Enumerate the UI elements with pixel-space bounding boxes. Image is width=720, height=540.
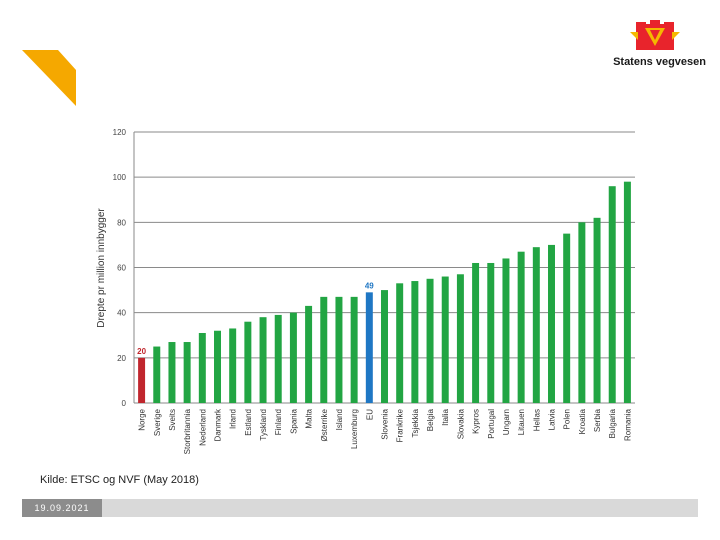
x-tick-label: Kypros: [472, 409, 481, 434]
x-tick-label: Irland: [229, 409, 238, 429]
y-tick-label: 100: [113, 173, 127, 182]
x-tick-label: Danmark: [214, 408, 223, 441]
x-tick-label: Malta: [305, 408, 314, 428]
decorative-corner-shape: [22, 50, 76, 106]
y-tick-label: 120: [113, 128, 127, 137]
bar-kroatia: [578, 222, 586, 403]
bar-norge: [138, 357, 146, 403]
y-tick-label: 20: [117, 354, 126, 363]
x-tick-label: Slovakia: [456, 408, 465, 439]
bar-ungarn: [502, 258, 510, 403]
x-tick-label: Østerrike: [320, 408, 329, 441]
x-tick-label: Slovenia: [381, 408, 390, 439]
x-tick-label: Finland: [274, 409, 283, 435]
y-tick-label: 0: [122, 399, 127, 408]
road-authority-emblem-icon: [630, 20, 680, 50]
x-tick-label: EU: [365, 409, 374, 420]
bar-spania: [289, 312, 297, 403]
data-label: 49: [365, 281, 374, 290]
bar-romania: [623, 181, 631, 403]
x-tick-label: Frankrike: [396, 408, 405, 442]
bar-malta: [305, 305, 313, 403]
x-tick-label: Belgia: [426, 408, 435, 431]
bar-frankrike: [396, 283, 404, 403]
bar-hellas: [532, 247, 540, 403]
bar-sverige: [153, 346, 161, 403]
x-tick-label: Latvia: [548, 408, 557, 430]
x-tick-label: Hellas: [532, 409, 541, 431]
statens-vegvesen-logo: Statens vegvesen: [606, 18, 706, 70]
y-axis-title: Drepte pr million innbygger: [96, 208, 107, 328]
bar-litauen: [517, 251, 525, 403]
y-tick-label: 80: [117, 218, 126, 227]
x-tick-label: Tsjekkia: [411, 408, 420, 437]
bar-irland: [229, 328, 237, 403]
x-tick-label: Serbia: [593, 408, 602, 432]
source-note: Kilde: ETSC og NVF (May 2018): [40, 474, 199, 486]
x-tick-label: Tyskland: [259, 409, 268, 441]
logo-wordmark: Statens vegvesen: [613, 56, 706, 68]
bar-luxemburg: [350, 296, 358, 403]
bar-slovenia: [381, 290, 388, 403]
x-tick-label: Italia: [441, 408, 450, 425]
bar-slovakia: [456, 274, 464, 403]
bar-bulgaria: [608, 186, 616, 403]
bar-island: [335, 296, 343, 403]
x-tick-label: Portugal: [487, 409, 496, 439]
x-tick-label: Estland: [244, 409, 253, 436]
bar-portugal: [487, 262, 495, 403]
bar-polen: [563, 233, 571, 403]
bar-tyskland: [259, 317, 267, 403]
bar-serbia: [593, 217, 601, 403]
bar-tsjekkia: [411, 281, 419, 403]
x-tick-label: Ungarn: [502, 409, 511, 435]
bar-belgia: [426, 278, 434, 403]
x-tick-label: Island: [335, 409, 344, 430]
x-tick-label: Sveits: [168, 409, 177, 431]
bar-latvia: [548, 244, 555, 403]
x-tick-label: Polen: [563, 409, 572, 429]
x-tick-label: Sverige: [153, 408, 162, 436]
bar-italia: [441, 276, 449, 403]
x-tick-label: Spania: [289, 408, 298, 433]
bar-østerrike: [320, 296, 328, 403]
x-tick-label: Luxemburg: [350, 409, 359, 449]
road-deaths-bar-chart: 0 20 40 60 80 100 120 20 Norge Sverige Sveits Stor…: [96, 128, 635, 454]
bar-eu: [365, 292, 373, 403]
x-tick-label: Norge: [138, 408, 147, 430]
bar-estland: [244, 321, 252, 403]
data-label: 20: [137, 347, 146, 356]
bar-sveits: [168, 342, 176, 403]
x-tick-label: Bulgaria: [608, 408, 617, 438]
bar-finland: [274, 314, 282, 403]
bar-kypros: [472, 262, 480, 403]
x-tick-label: Nederland: [198, 409, 207, 446]
bar-nederland: [198, 332, 206, 403]
bar-storbritannia: [183, 342, 191, 403]
x-tick-label: Kroatia: [578, 408, 587, 434]
x-tick-label: Storbritannia: [183, 408, 192, 454]
y-tick-label: 40: [117, 309, 126, 318]
x-tick-label: Romania: [623, 408, 632, 441]
y-tick-label: 60: [117, 264, 126, 273]
footer-bar: [22, 499, 698, 517]
bar-danmark: [214, 330, 221, 403]
x-tick-label: Litauen: [517, 409, 526, 435]
footer-date: 19.09.2021: [22, 499, 102, 517]
